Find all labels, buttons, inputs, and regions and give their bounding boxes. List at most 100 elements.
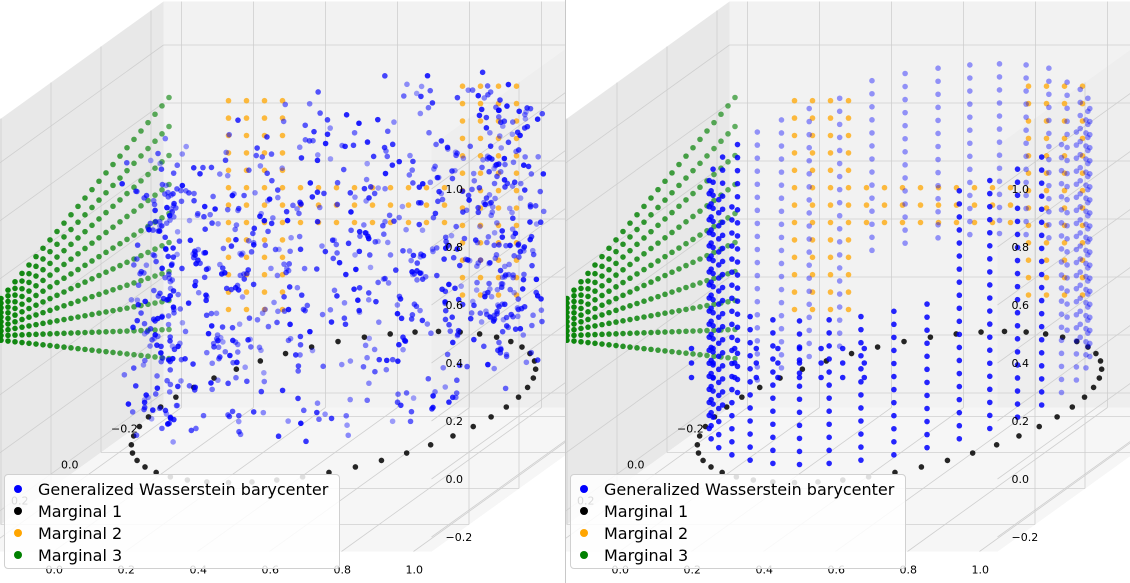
marginal-3-point xyxy=(606,309,612,316)
barycenter-point xyxy=(778,312,785,319)
barycenter-point xyxy=(770,447,776,454)
barycenter-point xyxy=(155,150,161,157)
barycenter-point xyxy=(836,95,843,102)
marginal-3-point xyxy=(5,332,11,339)
barycenter-point xyxy=(413,90,420,97)
marginal-1-point xyxy=(901,338,907,345)
marginal-3-point xyxy=(566,328,570,334)
barycenter-point xyxy=(770,434,776,441)
legend-marker-marginal-1 xyxy=(14,507,22,515)
marginal-2-point xyxy=(1079,153,1086,159)
barycenter-point xyxy=(246,315,253,321)
barycenter-point xyxy=(507,242,513,249)
barycenter-point xyxy=(380,276,387,282)
barycenter-point xyxy=(715,340,722,347)
barycenter-point xyxy=(225,380,231,387)
marginal-1-point xyxy=(134,457,140,464)
barycenter-point xyxy=(836,160,843,167)
barycenter-point xyxy=(861,360,868,366)
marginal-3-point xyxy=(26,331,32,338)
barycenter-point xyxy=(826,330,832,336)
barycenter-point xyxy=(352,252,358,258)
barycenter-point xyxy=(483,114,490,121)
marginal-1-point xyxy=(1096,375,1103,381)
barycenter-point xyxy=(375,185,382,191)
barycenter-point xyxy=(902,148,908,155)
barycenter-point xyxy=(1086,118,1093,125)
barycenter-point xyxy=(836,265,843,271)
barycenter-point xyxy=(309,194,316,200)
marginal-1-point xyxy=(530,375,537,381)
marginal-2-point xyxy=(827,184,834,191)
barycenter-point xyxy=(710,388,716,394)
barycenter-point xyxy=(719,376,726,382)
marginal-3-point xyxy=(103,269,109,276)
barycenter-point xyxy=(478,319,485,325)
barycenter-point xyxy=(734,207,741,213)
barycenter-point xyxy=(391,218,397,224)
marginal-3-point xyxy=(159,187,165,193)
marginal-3-point xyxy=(571,309,577,316)
barycenter-point xyxy=(1038,219,1045,226)
barycenter-point xyxy=(253,152,260,159)
barycenter-point xyxy=(344,422,350,428)
barycenter-point xyxy=(297,352,303,358)
marginal-3-point xyxy=(599,341,605,347)
barycenter-point xyxy=(203,312,210,319)
barycenter-point xyxy=(497,97,503,103)
marginal-3-point xyxy=(613,307,619,314)
barycenter-point xyxy=(153,258,159,265)
barycenter-point xyxy=(1038,323,1045,330)
marginal-2-point xyxy=(225,306,232,313)
barycenter-point xyxy=(826,356,832,362)
barycenter-point xyxy=(419,180,426,187)
marginal-3-point xyxy=(89,240,95,246)
barycenter-point xyxy=(356,228,363,235)
marginal-3-point xyxy=(704,302,710,309)
barycenter-point xyxy=(1086,327,1093,334)
barycenter-point xyxy=(902,162,908,168)
marginal-3-point xyxy=(61,234,67,240)
barycenter-point xyxy=(935,143,941,150)
barycenter-point xyxy=(287,321,293,328)
marginal-3-point xyxy=(669,348,675,355)
marginal-3-point xyxy=(697,327,703,334)
barycenter-point xyxy=(826,408,832,415)
barycenter-point xyxy=(1058,220,1065,226)
barycenter-point xyxy=(754,220,761,227)
barycenter-point xyxy=(449,339,456,346)
barycenter-point xyxy=(1073,285,1080,292)
marginal-3-point xyxy=(33,292,39,299)
barycenter-point xyxy=(203,349,210,356)
barycenter-point xyxy=(285,267,292,274)
barycenter-point xyxy=(460,209,466,215)
barycenter-point xyxy=(1014,218,1021,225)
marginal-3-point xyxy=(96,329,102,335)
barycenter-point xyxy=(818,345,824,352)
barycenter-point xyxy=(1038,402,1045,408)
barycenter-point xyxy=(869,169,875,175)
barycenter-point xyxy=(729,425,735,432)
barycenter-point xyxy=(275,308,281,315)
barycenter-point xyxy=(754,129,761,135)
barycenter-point xyxy=(195,210,201,217)
marginal-3-point xyxy=(131,160,137,167)
marginal-2-point xyxy=(809,132,816,139)
barycenter-point xyxy=(494,286,501,293)
barycenter-point xyxy=(902,122,908,129)
barycenter-point xyxy=(539,318,545,325)
barycenter-point xyxy=(1086,184,1093,190)
barycenter-point xyxy=(398,315,405,322)
barycenter-point xyxy=(1077,256,1084,262)
marginal-2-point xyxy=(243,115,250,121)
barycenter-point xyxy=(491,316,498,322)
barycenter-point xyxy=(1064,183,1070,190)
barycenter-point xyxy=(858,431,864,437)
barycenter-point xyxy=(538,307,545,313)
marginal-2-point xyxy=(791,97,798,104)
marginal-3-point xyxy=(690,167,696,174)
marginal-3-point xyxy=(12,298,18,305)
marginal-3-point xyxy=(620,254,626,260)
barycenter-point xyxy=(355,297,361,303)
marginal-2-point xyxy=(917,202,924,208)
